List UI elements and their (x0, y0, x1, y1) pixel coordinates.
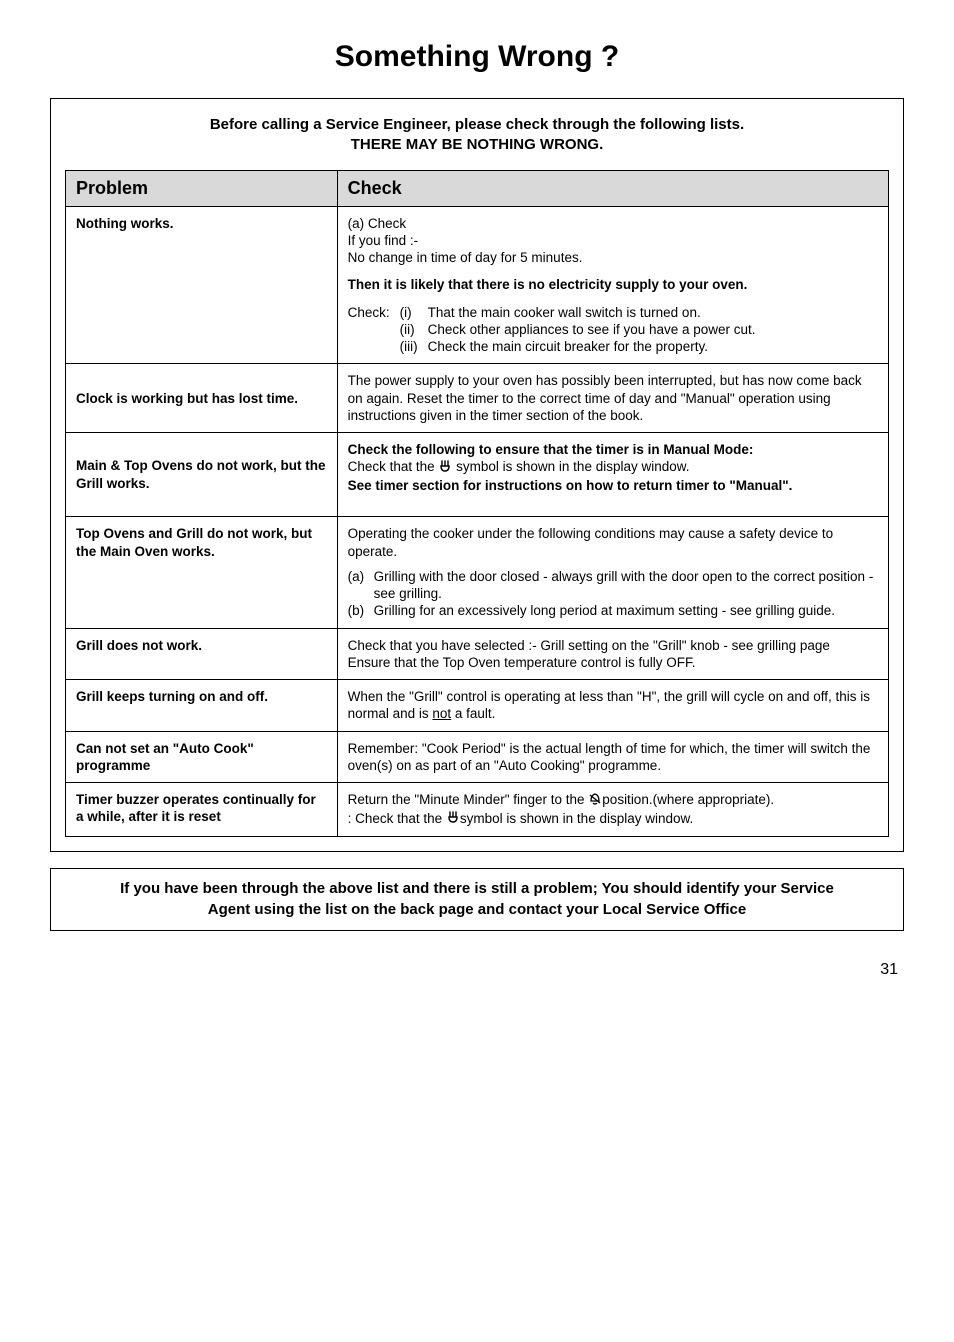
table-row: Main & Top Ovens do not work, but the Gr… (66, 433, 889, 517)
problem-autocook: Can not set an "Auto Cook" programme (66, 731, 338, 783)
check-autocook: Remember: "Cook Period" is the actual le… (337, 731, 888, 783)
roman-num: (iii) (400, 338, 428, 355)
text: When the "Grill" control is operating at… (348, 689, 870, 721)
header-check: Check (337, 170, 888, 206)
list-item: (a) Grilling with the door closed - alwa… (348, 568, 878, 603)
roman-num: (i) (400, 304, 428, 321)
problem-clock: Clock is working but has lost time. (66, 364, 338, 433)
text: Check the main circuit breaker for the p… (428, 338, 708, 355)
text: Ensure that the Top Oven temperature con… (348, 654, 878, 671)
page-title: Something Wrong ? (50, 40, 904, 74)
text: Grilling with the door closed - always g… (374, 568, 878, 603)
header-problem: Problem (66, 170, 338, 206)
problem-top-grill: Top Ovens and Grill do not work, but the… (66, 517, 338, 628)
intro-text: Before calling a Service Engineer, pleas… (65, 115, 889, 156)
pot-icon (446, 810, 460, 828)
text-bold: See timer section for instructions on ho… (348, 478, 793, 493)
text: That the main cooker wall switch is turn… (428, 304, 701, 321)
page-number: 31 (50, 961, 904, 979)
check-grill-nowork: Check that you have selected :- Grill se… (337, 628, 888, 680)
bell-icon (588, 792, 602, 810)
text: No change in time of day for 5 minutes. (348, 249, 878, 266)
check-grill-onoff: When the "Grill" control is operating at… (337, 680, 888, 732)
text-underline: not (432, 706, 451, 721)
intro-line-1: Before calling a Service Engineer, pleas… (210, 116, 744, 133)
list-item: (b) Grilling for an excessively long per… (348, 602, 878, 619)
table-row: Clock is working but has lost time. The … (66, 364, 889, 433)
text: Check that the (348, 459, 439, 474)
problem-buzzer: Timer buzzer operates continually for a … (66, 783, 338, 837)
footer-note: If you have been through the above list … (50, 868, 904, 931)
text: symbol is shown in the display window. (460, 811, 693, 826)
label-b: (b) (348, 602, 374, 619)
footer-line-1: If you have been through the above list … (120, 880, 834, 897)
roman-num: (ii) (400, 321, 428, 338)
label-check: Check: (348, 304, 400, 321)
problem-grill-onoff: Grill keeps turning on and off. (66, 680, 338, 732)
table-row: Can not set an "Auto Cook" programme Rem… (66, 731, 889, 783)
text: Check that you have selected :- Grill se… (348, 637, 878, 654)
text: Operating the cooker under the following… (348, 525, 878, 560)
text: a fault. (451, 706, 495, 721)
table-row: Grill does not work. Check that you have… (66, 628, 889, 680)
text: symbol is shown in the display window. (452, 459, 689, 474)
text: If you find :- (348, 232, 878, 249)
text: : Check that the (348, 811, 446, 826)
table-header-row: Problem Check (66, 170, 889, 206)
problem-main-top: Main & Top Ovens do not work, but the Gr… (66, 433, 338, 517)
table-row: Top Ovens and Grill do not work, but the… (66, 517, 889, 628)
check-clock: The power supply to your oven has possib… (337, 364, 888, 433)
check-item: Check: (i) That the main cooker wall swi… (348, 304, 878, 321)
text: Check other appliances to see if you hav… (428, 321, 756, 338)
check-item: (iii) Check the main circuit breaker for… (348, 338, 878, 355)
text-bold: Then it is likely that there is no elect… (348, 276, 878, 293)
pot-icon (438, 459, 452, 477)
problem-nothing-works: Nothing works. (66, 206, 338, 364)
check-nothing-works: (a) Check If you find :- No change in ti… (337, 206, 888, 364)
check-top-grill: Operating the cooker under the following… (337, 517, 888, 628)
text: position.(where appropriate). (602, 792, 774, 807)
footer-line-2: Agent using the list on the back page an… (208, 901, 746, 918)
check-item: (ii) Check other appliances to see if yo… (348, 321, 878, 338)
text: Return the "Minute Minder" finger to the (348, 792, 589, 807)
intro-line-2: THERE MAY BE NOTHING WRONG. (351, 136, 604, 153)
troubleshoot-table: Problem Check Nothing works. (a) Check I… (65, 170, 889, 838)
table-row: Nothing works. (a) Check If you find :- … (66, 206, 889, 364)
text: Grilling for an excessively long period … (374, 602, 835, 619)
text-bold: Check the following to ensure that the t… (348, 442, 754, 457)
text: (a) Check (348, 215, 878, 232)
table-row: Timer buzzer operates continually for a … (66, 783, 889, 837)
label-a: (a) (348, 568, 374, 603)
check-buzzer: Return the "Minute Minder" finger to the… (337, 783, 888, 837)
table-row: Grill keeps turning on and off. When the… (66, 680, 889, 732)
troubleshoot-panel: Before calling a Service Engineer, pleas… (50, 98, 904, 852)
check-main-top: Check the following to ensure that the t… (337, 433, 888, 517)
problem-grill-nowork: Grill does not work. (66, 628, 338, 680)
